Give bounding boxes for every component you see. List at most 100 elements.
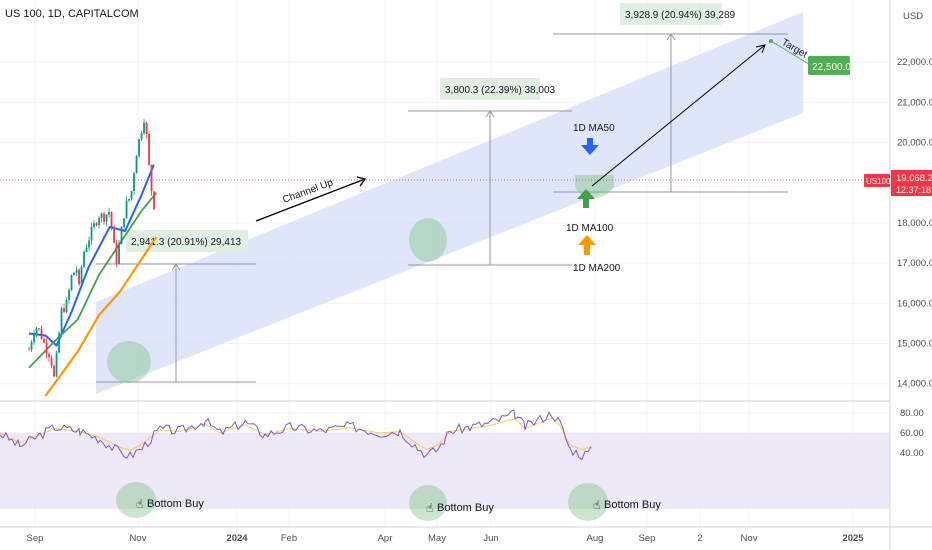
svg-text:Bottom Buy: Bottom Buy [147,498,204,510]
price-tick-label: 16,000.0 [897,298,932,309]
measurement-2: 3,800.3 (22.39%) 38,003 [408,78,572,266]
candle-body [65,299,68,312]
chart-title: US 100, 1D, CAPITALCOM [5,8,139,20]
rsi-circle-2 [409,485,447,521]
candle-body [45,342,48,354]
candle-body [75,269,78,273]
candle-body [108,211,110,215]
pointing-hand-icon: ☝ [426,501,433,515]
rsi-lines [0,409,593,461]
ma200-label: 1D MA200 [573,263,621,274]
candle-body [98,217,100,226]
candle-body [130,191,133,199]
candle-body [148,133,150,165]
time-tick-label: 2 [697,533,702,544]
pointing-hand-icon: ☝ [136,497,143,511]
candle-body [50,357,53,366]
measurement-1: 2,941.3 (20.91%) 29,413 [96,230,256,383]
target-badge [808,56,850,75]
bottom-buy-1: ☝ Bottom Buy [136,497,204,511]
price-tick-label: 17,000.0 [897,258,932,269]
time-tick-label: Jun [483,533,498,544]
candle-body [83,251,85,267]
candle-body [128,198,130,201]
1d-ma50-line [28,164,155,347]
candle-body [90,227,93,241]
ma200-arrow-icon [578,235,596,255]
bottom-circle-2 [409,218,447,262]
candle-body [30,342,33,350]
svg-text:Bottom Buy: Bottom Buy [604,499,661,511]
candle-body [100,213,103,218]
candle-body [40,328,43,339]
time-tick-label: Aug [587,533,604,544]
ma50-label: 1D MA50 [573,123,615,134]
bottom-circle-1 [107,341,151,383]
candle-body [123,218,125,227]
candle-body [103,213,105,222]
candle-body [43,338,45,343]
price-tick-label: 21,000.0 [897,97,932,108]
svg-text:Bottom Buy: Bottom Buy [437,502,494,514]
price-tick-label: 18,000.0 [897,218,932,229]
candle-body [80,266,83,285]
time-tick-label: 2024 [226,533,248,544]
1d-ma200-line [44,236,158,397]
candle-body [73,272,75,276]
measure-1-label: 2,941.3 (20.91%) 29,413 [131,237,242,248]
time-tick-label: Sep [639,533,656,544]
rsi-tick-label: 80.00 [900,408,924,419]
candle-body [113,226,115,243]
candles [28,119,155,378]
bottom-buy-2: ☝ Bottom Buy [426,501,494,515]
candle-body [118,243,120,264]
rsi-line [0,409,592,461]
candle-body [135,155,138,174]
candle-body [70,275,73,291]
candle-body [48,353,50,358]
candle-body [93,223,95,228]
candle-body [35,328,38,334]
measure-3-label: 3,928.9 (20.94%) 39,289 [625,10,736,21]
candle-body [53,365,55,377]
price-tick-label: 14,000.0 [897,379,932,390]
candle-body [125,200,128,219]
bar-countdown: 12:37:18 [896,185,931,195]
price-axis[interactable]: 22,000.021,000.020,000.019,000.018,000.0… [897,57,932,390]
candle-body [150,164,153,192]
last-price-value: 19,068.2 [896,173,932,184]
price-tick-label: 15,000.0 [897,339,932,350]
ma50-arrow-icon [581,138,599,155]
time-axis[interactable]: Sep Nov 2024 Feb Apr May Jun Aug Sep 2 Nov 2025 [27,533,865,544]
rsi-axis[interactable]: 80.00 60.00 40.00 [900,408,924,459]
candle-body [60,308,63,333]
measurement-3: 3,928.9 (20.94%) 39,289 [553,3,788,193]
candle-body [145,122,148,134]
time-tick-label: May [428,533,446,544]
candle-body [58,332,60,353]
candle-body [153,191,155,210]
candle-body [95,223,98,226]
channel-up-band [96,12,803,394]
rsi-tick-label: 40.00 [900,448,924,459]
time-tick-label: 2025 [842,533,864,544]
ma100-label: 1D MA100 [566,223,614,234]
symbol-badge-text: US100 [866,177,891,186]
bottom-buy-3: ☝ Bottom Buy [593,498,661,512]
rsi-ma-line [0,417,593,451]
last-price-badge [891,170,932,196]
candle-body [140,133,143,140]
candle-body [78,269,80,285]
target-line [770,40,813,67]
candle-body [33,333,35,343]
currency-label: USD [903,11,923,22]
candle-body [68,290,70,300]
candle-body [88,240,90,248]
candle-body [85,247,88,252]
price-tick-label: 22,000.0 [897,57,932,68]
target-arrow [591,44,766,187]
moving-averages [28,164,158,397]
candle-body [55,352,58,377]
candle-body [110,211,113,227]
